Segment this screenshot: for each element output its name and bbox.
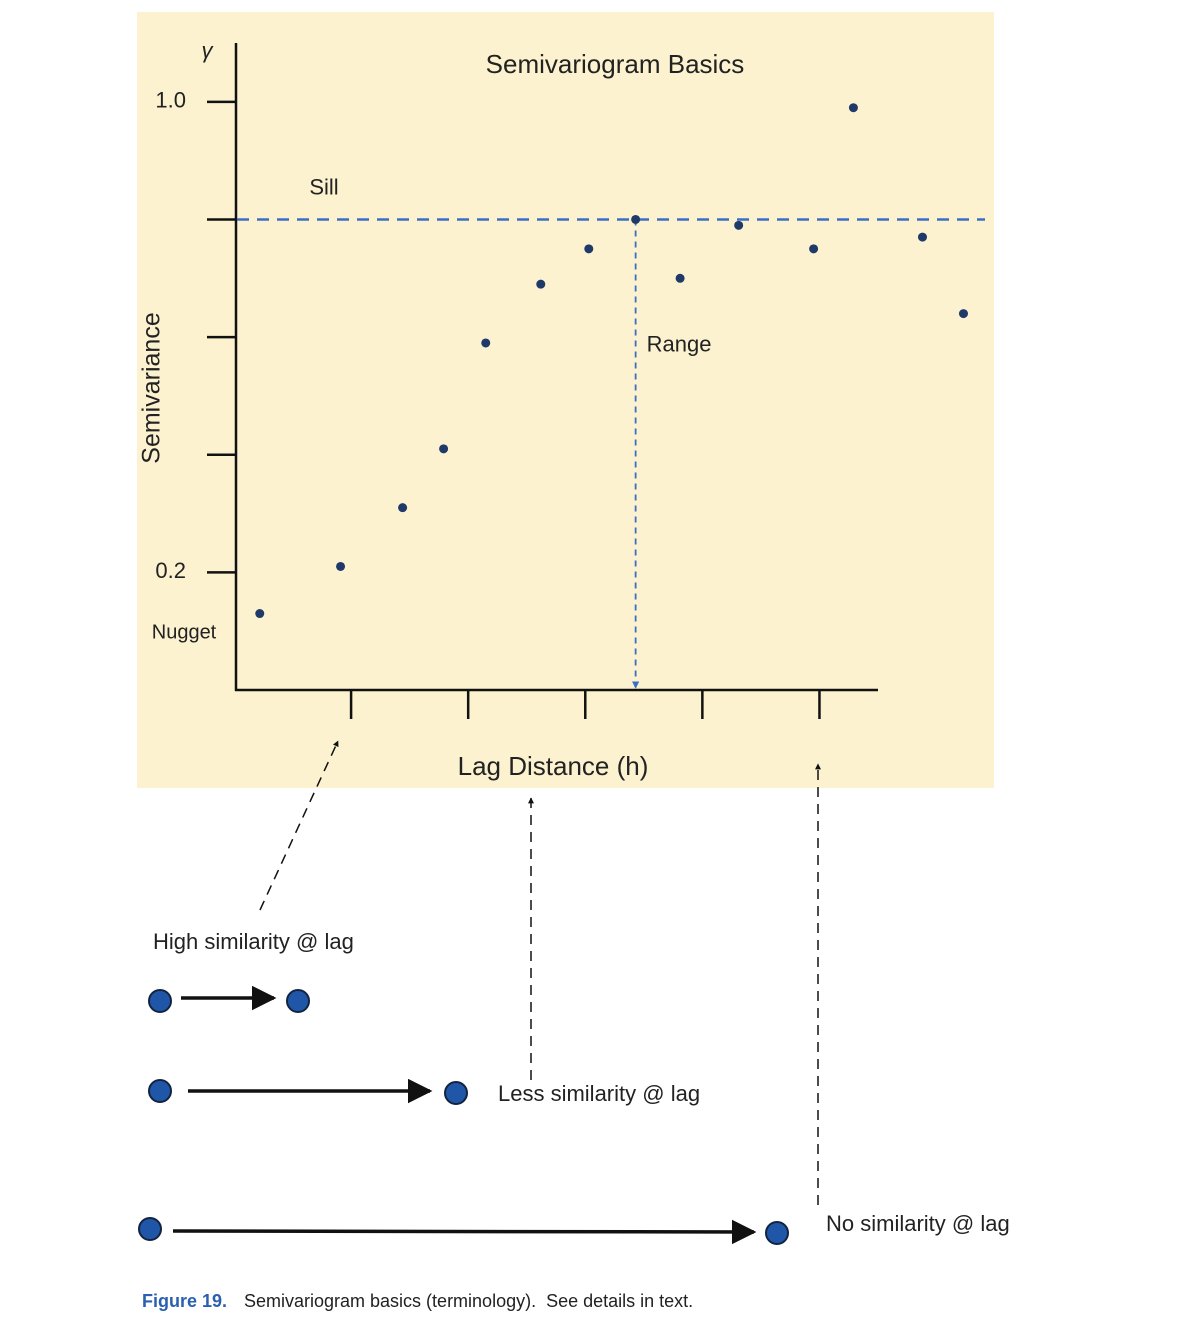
data-point — [439, 444, 449, 454]
pointer-arrow — [259, 740, 339, 911]
nugget-label: Nugget — [152, 621, 217, 643]
point-dot — [138, 1217, 162, 1241]
point-dot — [286, 989, 310, 1013]
diagram-label: Less similarity @ lag — [498, 1081, 700, 1106]
data-point — [481, 338, 491, 348]
caption-label: Figure 19. — [142, 1291, 227, 1311]
data-point — [848, 103, 858, 113]
y-tick-label: 1.0 — [155, 88, 186, 113]
x-axis-label: Lag Distance (h) — [458, 751, 649, 781]
data-point — [398, 503, 408, 513]
chart-title: Semivariogram Basics — [486, 49, 745, 79]
y-tick-label: 0.2 — [155, 558, 186, 583]
point-dot — [148, 989, 172, 1013]
data-point — [917, 232, 927, 242]
y-unit-label: γ — [202, 38, 215, 63]
data-point — [536, 279, 546, 289]
point-dot — [444, 1081, 468, 1105]
data-point — [734, 220, 744, 230]
data-point — [255, 609, 265, 619]
data-point — [675, 273, 685, 283]
y-axis-label: Semivariance — [138, 312, 166, 463]
point-dot — [148, 1079, 172, 1103]
lag-arrow — [172, 1219, 757, 1245]
diagram-label: High similarity @ lag — [153, 929, 354, 954]
data-point — [958, 309, 968, 319]
point-dot — [765, 1221, 789, 1245]
caption-text: Semivariogram basics (terminology). See … — [244, 1291, 693, 1311]
diagram-label: No similarity @ lag — [826, 1211, 1010, 1236]
data-point — [631, 214, 641, 224]
sill-label: Sill — [309, 174, 338, 199]
data-point — [336, 561, 346, 571]
data-point — [584, 244, 594, 254]
data-point — [809, 244, 819, 254]
lower-diagram: High similarity @ lag Less similarity @ … — [138, 740, 1010, 1245]
chart-background — [137, 12, 994, 788]
range-label: Range — [647, 332, 712, 357]
